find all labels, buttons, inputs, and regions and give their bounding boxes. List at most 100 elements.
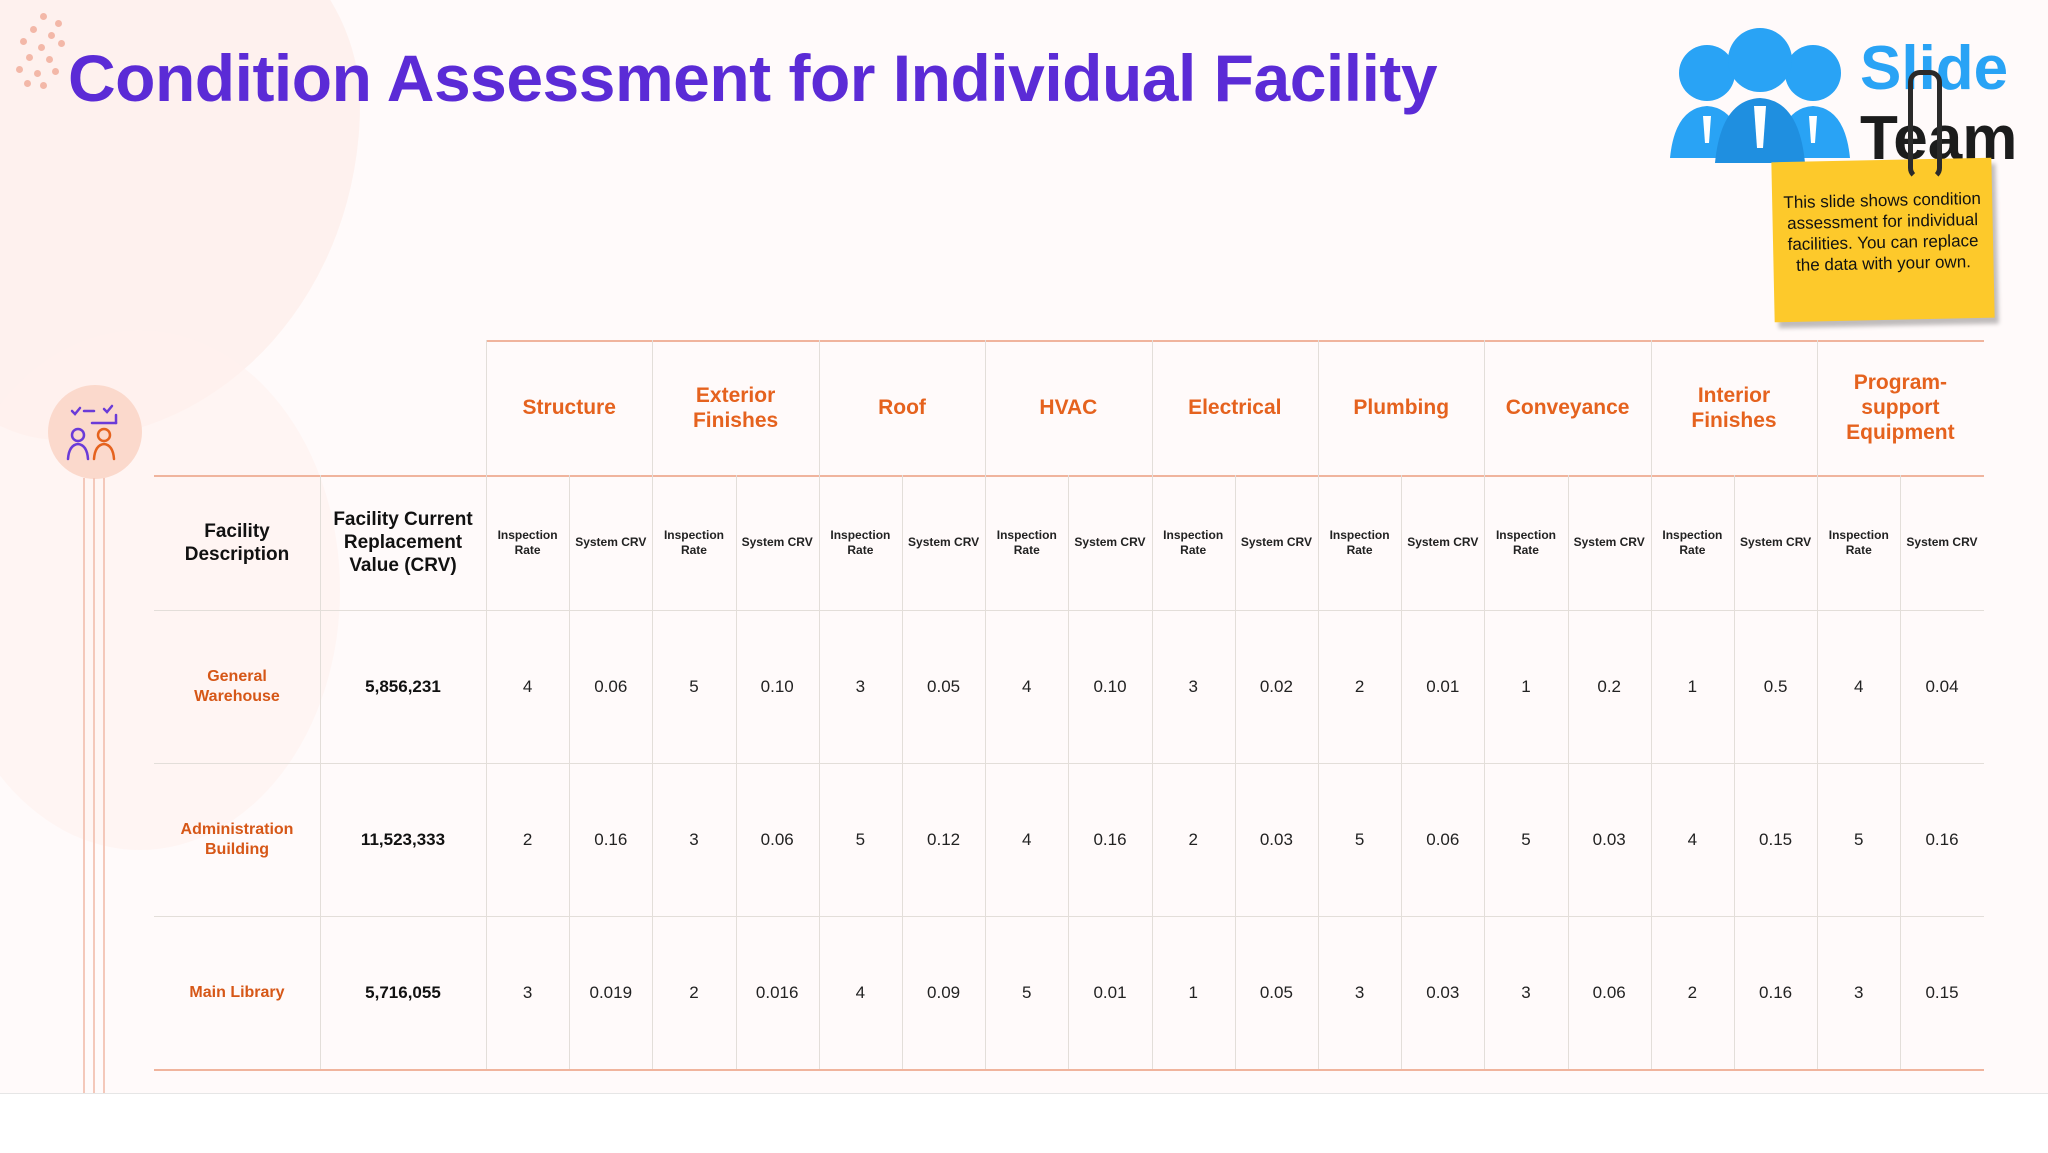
system-crv-value: 0.10 (760, 676, 794, 696)
system-crv-value: 0.03 (1259, 829, 1293, 849)
table-divider (1068, 475, 1070, 1069)
bottom-strip (0, 1093, 2048, 1153)
table-divider (902, 475, 903, 1069)
table-divider (985, 340, 987, 1069)
inspection-rate-subheader: Inspection Rate (1163, 527, 1224, 557)
table-divider (1234, 475, 1236, 1069)
category-header: Program-support Equipment (1846, 371, 1955, 444)
dot (16, 66, 23, 73)
system-crv-value: 0.05 (1259, 982, 1293, 1002)
decorative-line (93, 478, 95, 1093)
table-divider (818, 340, 820, 1069)
inspection-rate-subheader: Inspection Rate (1828, 527, 1889, 557)
facility-name: Main Library (189, 983, 285, 1001)
inspection-rate-value: 3 (1854, 982, 1864, 1002)
facility-name: Administration Building (180, 820, 294, 858)
table-divider (1734, 475, 1735, 1069)
system-crv-value: 0.15 (1925, 982, 1959, 1002)
dot (58, 40, 65, 47)
inspection-rate-value: 2 (1354, 676, 1365, 696)
inspection-rate-value: 4 (1687, 829, 1698, 849)
inspection-rate-value: 2 (689, 982, 699, 1002)
table-divider (486, 340, 487, 1069)
inspection-rate-value: 3 (1521, 982, 1531, 1002)
inspection-rate-value: 3 (1188, 676, 1198, 696)
table-rule (154, 1069, 1984, 1071)
table-rule (486, 340, 1984, 342)
inspection-rate-value: 5 (689, 676, 699, 696)
system-crv-value: 0.10 (1093, 676, 1127, 696)
system-crv-value: 0.02 (1259, 676, 1293, 696)
sticky-note: This slide shows condition assessment fo… (1771, 157, 1995, 323)
logo-text-slide: Slide (1860, 34, 2009, 103)
inspection-rate-subheader: Inspection Rate (497, 527, 558, 557)
system-crv-value: 0.06 (1592, 982, 1626, 1002)
system-crv-value: 0.16 (1093, 829, 1127, 849)
system-crv-subheader: System CRV (908, 535, 980, 549)
system-crv-value: 0.2 (1597, 676, 1621, 696)
category-header: Exterior Finishes (692, 383, 779, 432)
inspection-rate-subheader: Inspection Rate (830, 527, 891, 557)
system-crv-value: 0.06 (594, 676, 628, 696)
system-crv-value: 0.01 (1093, 982, 1127, 1002)
system-crv-value: 0.16 (1759, 982, 1793, 1002)
inspection-rate-value: 2 (522, 829, 533, 849)
table-divider (1484, 340, 1486, 1069)
table-divider (1817, 340, 1819, 1069)
decorative-dots (10, 8, 70, 89)
inspection-rate-value: 3 (522, 982, 533, 1002)
inspection-rate-value: 1 (1188, 982, 1198, 1002)
inspection-rate-value: 3 (689, 829, 699, 849)
system-crv-subheader: System CRV (1573, 535, 1645, 549)
inspection-rate-value: 1 (1521, 676, 1531, 696)
inspection-rate-value: 5 (1354, 829, 1365, 849)
inspection-rate-value: 5 (855, 829, 866, 849)
table-divider (1650, 340, 1652, 1069)
inspection-rate-value: 4 (1022, 829, 1032, 849)
inspection-rate-subheader: Inspection Rate (1495, 527, 1556, 557)
system-crv-value: 0.05 (927, 676, 961, 696)
decorative-line (83, 478, 85, 1093)
table-divider (1318, 340, 1319, 1069)
inspection-rate-subheader: Inspection Rate (1662, 527, 1723, 557)
dot (26, 54, 33, 61)
dot (30, 26, 37, 33)
dot (48, 32, 55, 39)
decorative-line (103, 478, 105, 1093)
inspection-rate-value: 4 (1022, 676, 1032, 696)
crv-value: 11,523,333 (360, 829, 446, 849)
system-crv-subheader: System CRV (1074, 535, 1146, 549)
table-divider (652, 340, 654, 1069)
logo: Slide Team (1665, 28, 2025, 173)
system-crv-value: 0.06 (1426, 829, 1460, 849)
checklist-people-icon (48, 385, 142, 479)
inspection-rate-value: 5 (1521, 829, 1531, 849)
dot (20, 38, 27, 45)
crv-header: Facility Current Replacement Value (CRV) (333, 509, 473, 576)
inspection-rate-subheader: Inspection Rate (996, 527, 1057, 557)
system-crv-value: 0.019 (589, 982, 633, 1002)
people-icon (1670, 28, 1850, 163)
checklist-people-icon (66, 404, 118, 461)
inspection-rate-value: 3 (1354, 982, 1365, 1002)
system-crv-value: 0.5 (1763, 676, 1788, 696)
system-crv-value: 0.15 (1759, 829, 1793, 849)
system-crv-subheader: System CRV (1407, 535, 1479, 549)
dot (34, 70, 41, 77)
inspection-rate-value: 4 (522, 676, 533, 696)
system-crv-value: 0.16 (1925, 829, 1959, 849)
inspection-rate-value: 2 (1687, 982, 1698, 1002)
category-header: Electrical (1188, 396, 1282, 419)
table-divider (320, 475, 321, 1069)
inspection-rate-value: 3 (855, 676, 866, 696)
dot (55, 20, 62, 27)
slide: Condition Assessment for Individual Faci… (0, 0, 2025, 1093)
dot (46, 56, 53, 63)
system-crv-subheader: System CRV (575, 535, 647, 549)
system-crv-value: 0.016 (755, 982, 799, 1002)
system-crv-subheader: System CRV (1906, 535, 1978, 549)
inspection-rate-value: 4 (1854, 676, 1864, 696)
dot (40, 82, 47, 89)
table-divider (1567, 475, 1569, 1069)
table-divider (735, 475, 737, 1069)
